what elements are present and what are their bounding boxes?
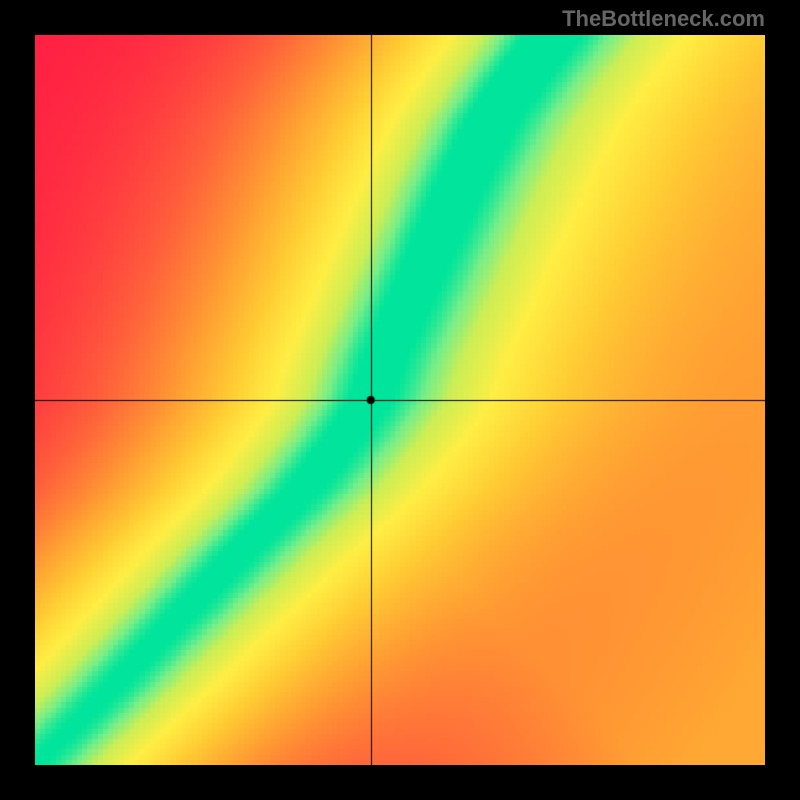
chart-container: TheBottleneck.com [0,0,800,800]
heatmap-canvas [35,35,765,765]
watermark-text: TheBottleneck.com [562,6,765,32]
